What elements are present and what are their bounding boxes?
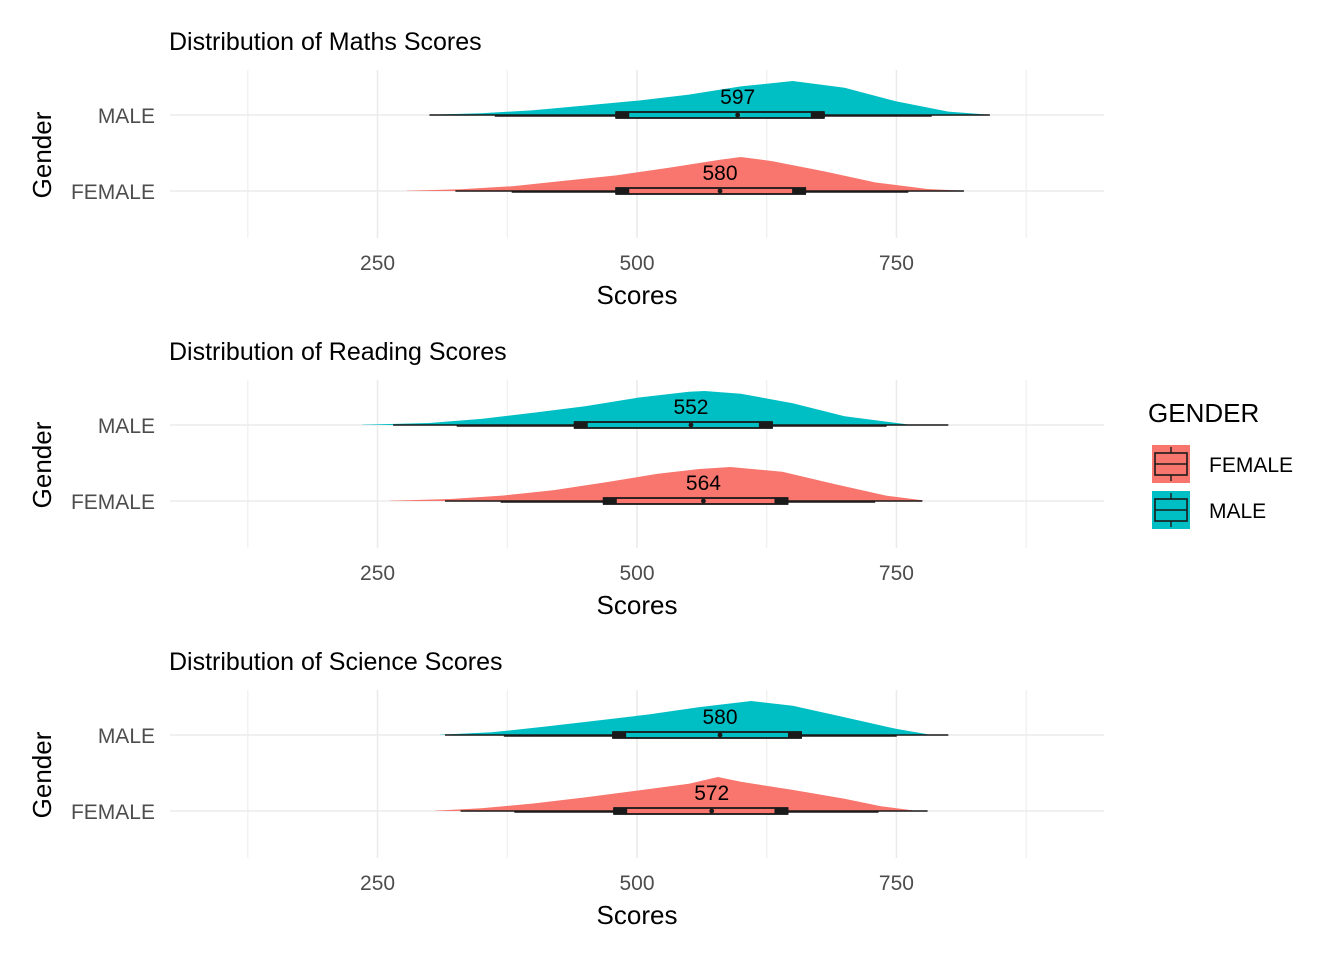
series-female: 572 (434, 777, 928, 815)
y-tick-label-female: FEMALE (71, 801, 155, 824)
median-label: 580 (702, 706, 737, 729)
x-axis-label: Scores (597, 590, 678, 620)
box-q1-cap (612, 732, 627, 738)
box-iqr (573, 421, 773, 429)
box-q3-cap (774, 808, 789, 814)
series-female: 564 (390, 467, 923, 505)
series-male: 580 (439, 701, 949, 739)
legend: GENDER FEMALE MALE (1148, 398, 1293, 529)
x-axis-label: Scores (597, 280, 678, 310)
legend-title: GENDER (1148, 398, 1259, 428)
x-tick-label: 750 (879, 872, 914, 895)
x-tick-label: 500 (619, 872, 654, 895)
density-area (439, 701, 928, 735)
median-point (717, 188, 723, 194)
density-area (362, 391, 907, 425)
median-point (735, 112, 741, 118)
x-tick-label: 250 (360, 872, 395, 895)
x-tick-label: 750 (879, 562, 914, 585)
box-q3-cap (774, 498, 789, 504)
panel-title: Distribution of Science Scores (169, 648, 502, 676)
density-area (434, 777, 912, 811)
median-point (701, 498, 706, 504)
y-axis-label: Gender (27, 731, 57, 818)
box-iqr (615, 111, 825, 119)
box-iqr (613, 807, 789, 815)
chart-panel-1: Distribution of Maths Scores Gender Scores… (27, 28, 1104, 310)
chart-panel-2: Distribution of Reading Scores Gender Scor… (27, 338, 1104, 620)
legend-label: FEMALE (1209, 454, 1293, 477)
box-q1-cap (615, 112, 630, 118)
box-q1-cap (602, 498, 617, 504)
y-axis-label: Gender (27, 421, 57, 508)
box-q1-cap (615, 188, 630, 194)
box-q3-cap (810, 112, 825, 118)
x-tick-label: 250 (360, 562, 395, 585)
median-point (688, 422, 694, 428)
box-iqr (612, 731, 802, 739)
y-tick-label-female: FEMALE (71, 491, 155, 514)
x-tick-label: 250 (360, 252, 395, 275)
median-point (709, 808, 715, 814)
box-q3-cap (792, 188, 807, 194)
series-male: 597 (429, 81, 990, 119)
y-tick-label-male: MALE (98, 415, 155, 438)
y-axis-label: Gender (27, 111, 57, 198)
box-q1-cap (613, 808, 628, 814)
box-q1-cap (573, 422, 588, 428)
legend-item-female: FEMALE (1152, 445, 1293, 483)
density-area (429, 81, 990, 115)
y-tick-label-female: FEMALE (71, 181, 155, 204)
x-axis-label: Scores (597, 900, 678, 930)
median-label: 597 (720, 86, 755, 109)
series-female: 580 (406, 157, 964, 195)
x-tick-label: 500 (619, 252, 654, 275)
panel-title: Distribution of Reading Scores (169, 338, 507, 366)
panel-title: Distribution of Maths Scores (169, 28, 482, 56)
density-area (390, 467, 923, 501)
x-tick-label: 750 (879, 252, 914, 275)
density-area (406, 157, 964, 191)
box-iqr (615, 187, 807, 195)
median-label: 564 (686, 472, 721, 495)
box-q3-cap (787, 732, 802, 738)
median-label: 572 (694, 782, 729, 805)
box-iqr (602, 497, 789, 505)
legend-item-male: MALE (1152, 491, 1266, 529)
y-tick-label-male: MALE (98, 725, 155, 748)
series-male: 552 (362, 391, 949, 429)
chart-panel-3: Distribution of Science Scores Gender Scor… (27, 648, 1104, 930)
median-label: 580 (702, 162, 737, 185)
x-tick-label: 500 (619, 562, 654, 585)
median-label: 552 (673, 396, 708, 419)
legend-label: MALE (1209, 500, 1266, 523)
box-q3-cap (758, 422, 773, 428)
y-tick-label-male: MALE (98, 105, 155, 128)
median-point (717, 732, 723, 738)
